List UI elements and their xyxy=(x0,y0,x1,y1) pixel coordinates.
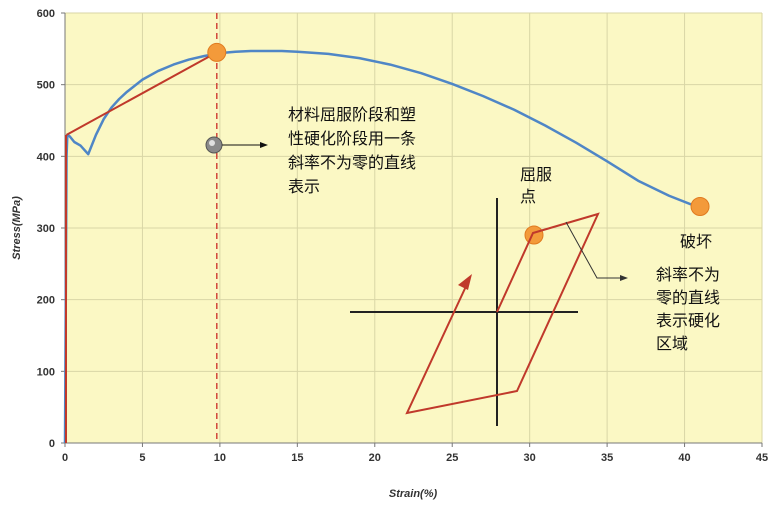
loop-arrowhead xyxy=(458,274,472,290)
bilinear-fit-line xyxy=(66,51,218,136)
annotation-yield-point: 屈服 点 xyxy=(520,165,557,206)
pointer-arrowhead xyxy=(260,142,268,148)
y-tick-label: 600 xyxy=(37,8,55,20)
annotation-line: 斜率不为 xyxy=(656,265,720,284)
axis-ticks: 0 5 10 15 20 25 30 35 40 45 0 100 200 300 400 500 600 xyxy=(37,8,768,464)
hysteresis-loop xyxy=(405,212,600,415)
marker-point xyxy=(207,42,227,62)
x-tick-label: 45 xyxy=(756,452,768,464)
y-tick-label: 300 xyxy=(37,223,55,235)
annotation-line: 材料屈服阶段和塑 xyxy=(288,105,416,124)
annotation-hardening-region: 斜率不为 零的直线 表示硬化 区域 xyxy=(656,265,725,353)
annotation-line: 性硬化阶段用一条 xyxy=(288,129,416,148)
annotation-hardening-note: 材料屈服阶段和塑 性硬化阶段用一条 斜率不为零的直线 表示 xyxy=(288,105,421,196)
annotation-line: 破坏 xyxy=(680,232,712,251)
annotation-line: 区域 xyxy=(656,334,688,353)
y-tick-label: 200 xyxy=(37,295,55,307)
x-tick-label: 15 xyxy=(291,452,303,464)
main-annotation-pointer xyxy=(205,136,268,154)
grid-lines xyxy=(65,12,763,443)
hardening-leader-line xyxy=(565,221,622,279)
annotation-line: 点 xyxy=(520,187,536,206)
annotation-line: 表示硬化 xyxy=(656,311,720,330)
x-axis-label: Strain(%) xyxy=(389,488,438,500)
y-tick-label: 0 xyxy=(49,438,55,450)
annotation-line: 屈服 xyxy=(520,165,552,184)
stress-strain-curve xyxy=(63,49,701,444)
marker-point xyxy=(690,197,710,216)
hysteresis-diagram xyxy=(350,198,628,426)
x-tick-label: 40 xyxy=(678,452,690,464)
x-tick-label: 35 xyxy=(601,452,613,464)
x-tick-label: 25 xyxy=(446,452,458,464)
data-series xyxy=(63,13,701,444)
y-tick-label: 100 xyxy=(37,366,55,378)
y-axis-label: Stress(MPa) xyxy=(11,196,23,260)
annotation-line: 零的直线 xyxy=(656,288,720,307)
x-tick-label: 30 xyxy=(524,452,536,464)
x-tick-label: 10 xyxy=(214,452,226,464)
grey-marker-highlight xyxy=(209,140,215,146)
y-tick-label: 500 xyxy=(37,80,55,92)
x-tick-label: 5 xyxy=(139,452,145,464)
annotation-failure: 破坏 xyxy=(680,232,712,251)
yield-point-marker xyxy=(524,225,544,245)
y-tick-label: 400 xyxy=(37,151,55,163)
annotation-line: 斜率不为零的直线 xyxy=(288,153,416,172)
x-tick-label: 20 xyxy=(369,452,381,464)
x-tick-label: 0 xyxy=(62,452,68,464)
annotation-line: 表示 xyxy=(288,177,320,196)
hardening-leader-arrow xyxy=(620,275,628,281)
